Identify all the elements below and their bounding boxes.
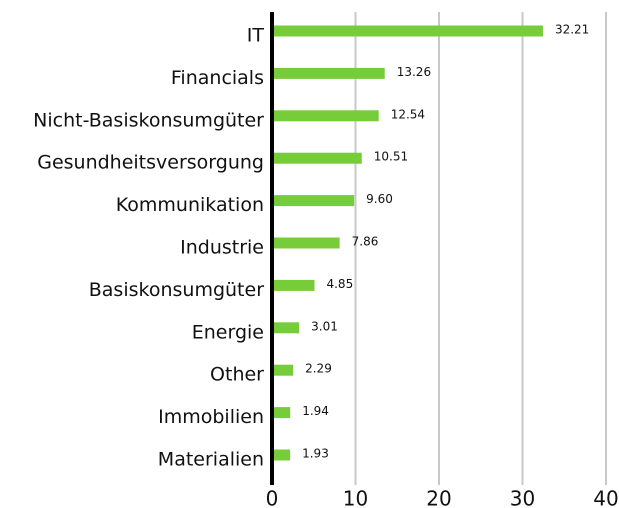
bar [274,322,300,334]
y-tick-label: IT [247,25,265,47]
value-label: 7.86 [352,235,379,249]
value-label: 1.94 [302,404,329,418]
y-tick-label: Basiskonsumgüter [89,279,264,301]
bar [274,110,379,122]
y-tick-label: Nicht-Basiskonsumgüter [33,109,264,131]
bar [274,279,315,291]
x-tick-label: 40 [593,487,618,508]
bar [274,449,291,461]
value-label: 2.29 [305,362,332,376]
value-label: 10.51 [374,150,408,164]
value-label: 3.01 [311,319,338,333]
y-tick-label: Kommunikation [116,194,264,216]
y-tick-label: Energie [192,321,264,343]
value-label: 13.26 [397,65,431,79]
x-tick-label: 30 [510,487,535,508]
y-tick-label: Materialien [158,449,264,471]
y-tick-label: Financials [171,67,264,89]
value-label: 1.93 [302,447,329,461]
y-tick-label: Gesundheitsversorgung [37,152,264,174]
bar [274,152,362,164]
x-tick-label: 0 [266,487,279,508]
bar [274,67,385,79]
value-label: 32.21 [555,23,589,37]
bar [274,195,355,207]
bar [274,364,294,376]
value-label: 12.54 [391,107,425,121]
y-tick-label: Other [210,364,264,386]
bar [274,25,543,37]
y-tick-label: Industrie [180,237,264,259]
y-tick-label: Immobilien [158,406,264,428]
bar [274,407,291,419]
value-label: 4.85 [326,277,353,291]
bar [274,237,340,249]
x-tick-label: 20 [426,487,451,508]
value-label: 9.60 [366,192,393,206]
x-tick-label: 10 [343,487,368,508]
